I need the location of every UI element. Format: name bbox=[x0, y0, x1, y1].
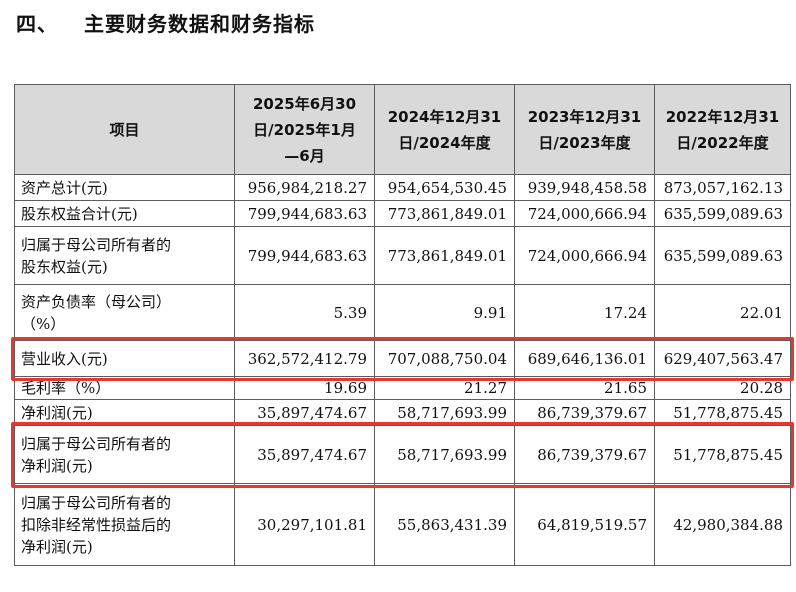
section-number: 四、 bbox=[16, 12, 58, 36]
row-value: 635,599,089.63 bbox=[654, 200, 791, 227]
row-value: 42,980,384.88 bbox=[654, 483, 791, 566]
table-row: 归属于母公司所有者的 净利润(元) 35,897,474.67 58,717,693.… bbox=[14, 425, 791, 484]
row-value: 635,599,089.63 bbox=[654, 226, 791, 285]
header-row: 项目 2025年6月30 日/2025年1月 —6月 2024年12月31 日/… bbox=[14, 84, 791, 175]
row-value: 51,778,875.45 bbox=[654, 399, 791, 426]
row-value: 773,861,849.01 bbox=[374, 200, 515, 227]
header-item: 项目 bbox=[14, 84, 235, 175]
table-row: 归属于母公司所有者的 股东权益(元) 799,944,683.63 773,861,8… bbox=[14, 226, 791, 285]
header-2025h1: 2025年6月30 日/2025年1月 —6月 bbox=[234, 84, 375, 175]
table-row: 营业收入(元) 362,572,412.79 707,088,750.04 689,6… bbox=[14, 340, 791, 377]
row-value: 773,861,849.01 bbox=[374, 226, 515, 285]
row-value: 5.39 bbox=[234, 284, 375, 341]
row-value: 19.69 bbox=[234, 376, 375, 400]
row-label: 股东权益合计(元) bbox=[14, 200, 235, 227]
table-row: 股东权益合计(元) 799,944,683.63 773,861,849.01 724… bbox=[14, 200, 791, 227]
row-value: 64,819,519.57 bbox=[514, 483, 655, 566]
row-value: 35,897,474.67 bbox=[234, 399, 375, 426]
row-value: 51,778,875.45 bbox=[654, 425, 791, 484]
row-value: 799,944,683.63 bbox=[234, 226, 375, 285]
row-label: 营业收入(元) bbox=[14, 340, 235, 377]
row-value: 55,863,431.39 bbox=[374, 483, 515, 566]
row-value: 689,646,136.01 bbox=[514, 340, 655, 377]
row-value: 21.65 bbox=[514, 376, 655, 400]
row-value: 86,739,379.67 bbox=[514, 425, 655, 484]
row-value: 629,407,563.47 bbox=[654, 340, 791, 377]
row-label: 归属于母公司所有者的 扣除非经常性损益后的 净利润(元) bbox=[14, 483, 235, 566]
row-value: 20.28 bbox=[654, 376, 791, 400]
row-value: 707,088,750.04 bbox=[374, 340, 515, 377]
row-label: 资产总计(元) bbox=[14, 174, 235, 201]
row-value: 724,000,666.94 bbox=[514, 200, 655, 227]
row-value: 362,572,412.79 bbox=[234, 340, 375, 377]
table-row: 资产总计(元) 956,984,218.27 954,654,530.45 939,9… bbox=[14, 174, 791, 201]
row-label: 毛利率（%） bbox=[14, 376, 235, 400]
table-row: 归属于母公司所有者的 扣除非经常性损益后的 净利润(元) 30,297,101.81 5… bbox=[14, 483, 791, 566]
row-value: 17.24 bbox=[514, 284, 655, 341]
table-row: 资产负债率（母公司） （%） 5.39 9.91 17.24 22.01 bbox=[14, 284, 791, 341]
row-value: 35,897,474.67 bbox=[234, 425, 375, 484]
row-value: 58,717,693.99 bbox=[374, 425, 515, 484]
row-value: 724,000,666.94 bbox=[514, 226, 655, 285]
row-label: 资产负债率（母公司） （%） bbox=[14, 284, 235, 341]
row-value: 22.01 bbox=[654, 284, 791, 341]
row-value: 956,984,218.27 bbox=[234, 174, 375, 201]
header-2023: 2023年12月31 日/2023年度 bbox=[514, 84, 655, 175]
row-value: 30,297,101.81 bbox=[234, 483, 375, 566]
row-value: 86,739,379.67 bbox=[514, 399, 655, 426]
table-row: 毛利率（%） 19.69 21.27 21.65 20.28 bbox=[14, 376, 791, 400]
financial-data-table: 项目 2025年6月30 日/2025年1月 —6月 2024年12月31 日/… bbox=[14, 84, 791, 566]
section-heading: 四、 主要财务数据和财务指标 bbox=[16, 8, 315, 37]
section-title: 主要财务数据和财务指标 bbox=[84, 12, 315, 36]
row-value: 954,654,530.45 bbox=[374, 174, 515, 201]
header-2024: 2024年12月31 日/2024年度 bbox=[374, 84, 515, 175]
row-value: 873,057,162.13 bbox=[654, 174, 791, 201]
row-value: 9.91 bbox=[374, 284, 515, 341]
row-value: 58,717,693.99 bbox=[374, 399, 515, 426]
row-value: 939,948,458.58 bbox=[514, 174, 655, 201]
row-label: 净利润(元) bbox=[14, 399, 235, 426]
row-value: 21.27 bbox=[374, 376, 515, 400]
row-value: 799,944,683.63 bbox=[234, 200, 375, 227]
table-row: 净利润(元) 35,897,474.67 58,717,693.99 86,739,3… bbox=[14, 399, 791, 426]
row-label: 归属于母公司所有者的 净利润(元) bbox=[14, 425, 235, 484]
row-label: 归属于母公司所有者的 股东权益(元) bbox=[14, 226, 235, 285]
header-2022: 2022年12月31 日/2022年度 bbox=[654, 84, 791, 175]
